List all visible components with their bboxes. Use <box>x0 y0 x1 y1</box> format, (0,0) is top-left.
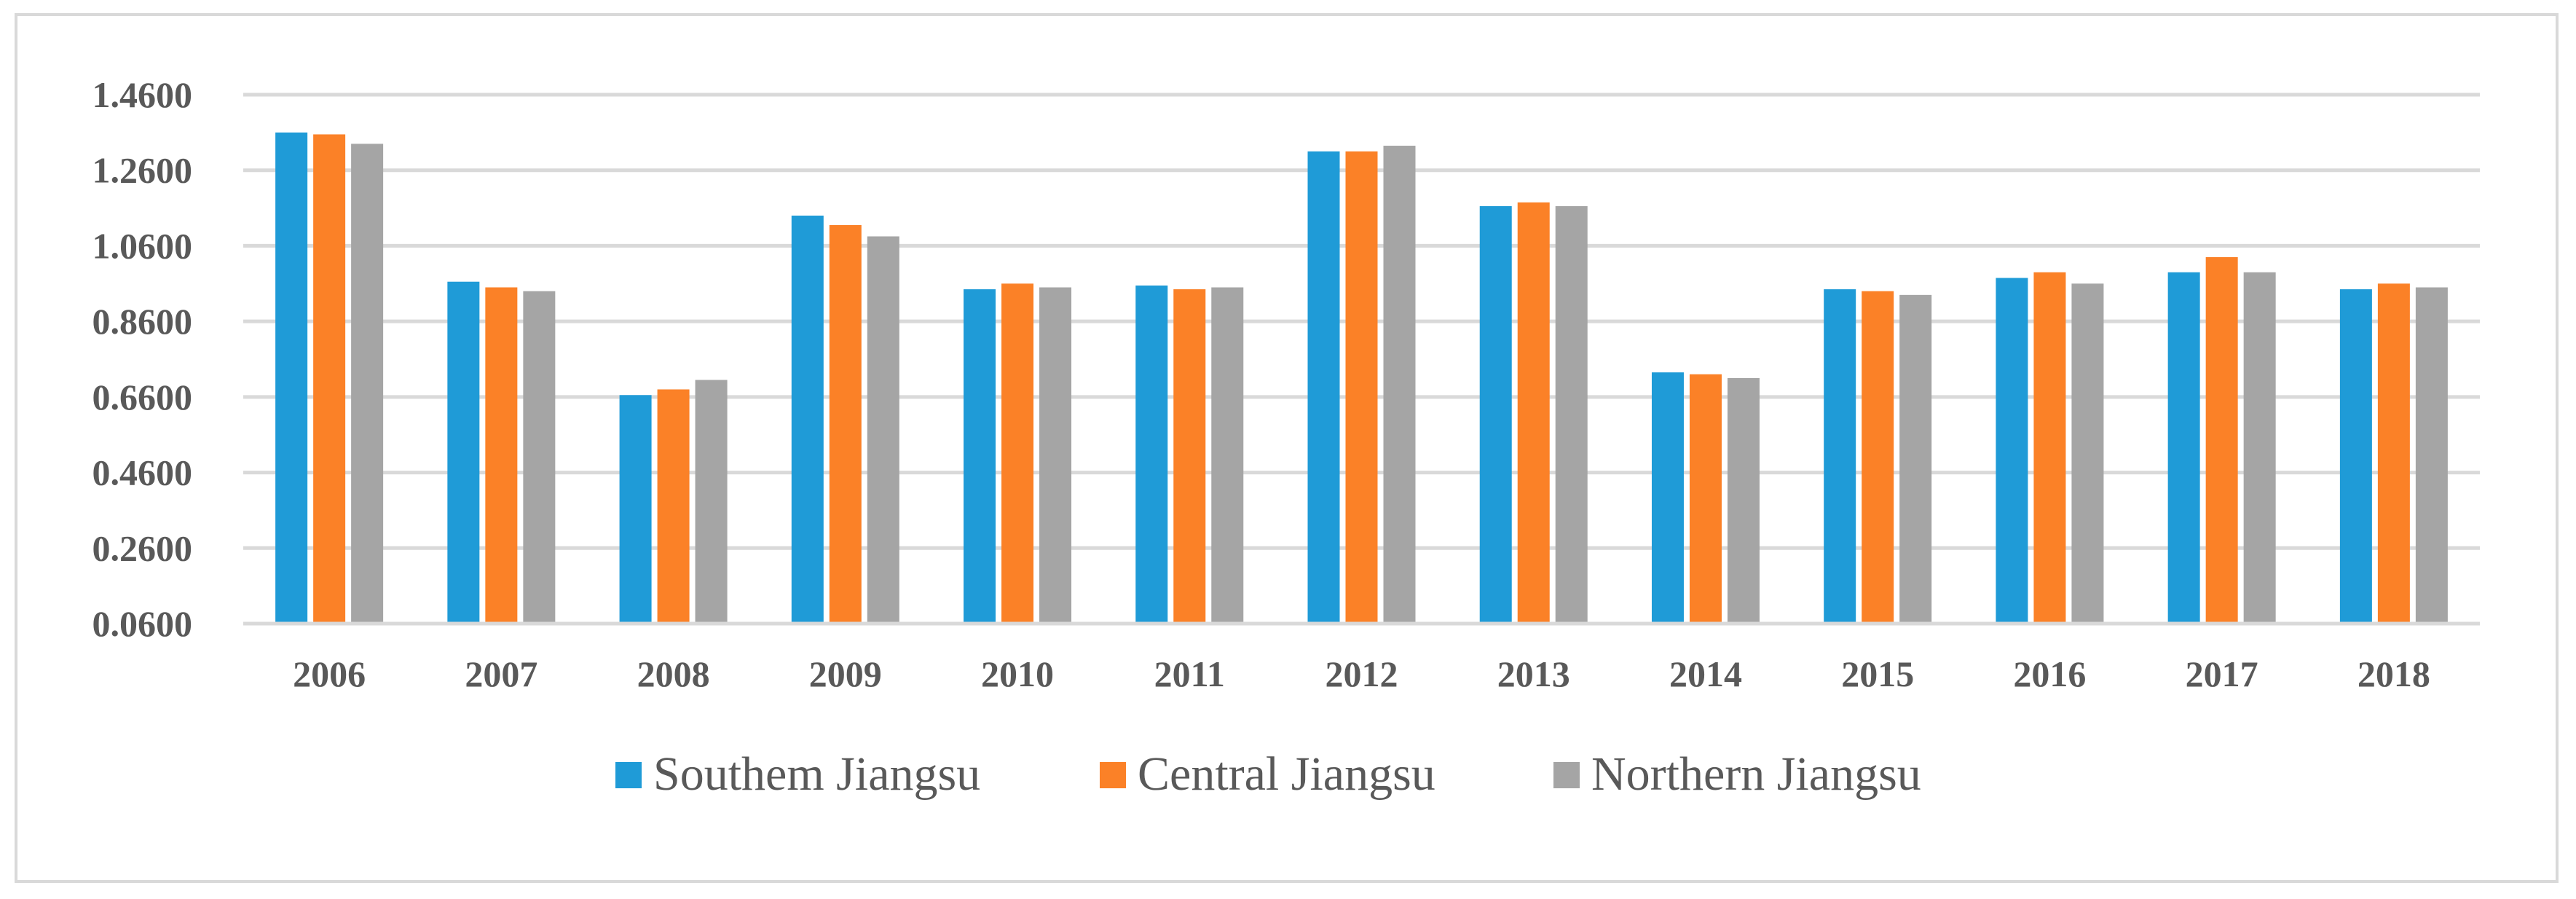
bar-northern-jiangsu-2007 <box>523 291 556 624</box>
bar-southem-jiangsu-2010 <box>964 289 996 624</box>
y-tick-label: 1.0600 <box>92 225 193 266</box>
x-tick-label: 2018 <box>2358 653 2430 694</box>
x-tick-label: 2017 <box>2186 653 2258 694</box>
bar-southem-jiangsu-2014 <box>1651 372 1684 624</box>
x-tick-label: 2010 <box>981 653 1054 694</box>
x-tick-label: 2013 <box>1497 653 1570 694</box>
bar-southem-jiangsu-2007 <box>447 281 480 624</box>
x-tick-label: 2006 <box>293 653 366 694</box>
bar-central-jiangsu-2013 <box>1517 202 1550 624</box>
bar-central-jiangsu-2015 <box>1862 291 1894 624</box>
bar-northern-jiangsu-2012 <box>1383 146 1416 624</box>
axes: 0.0600 0.2600 0.4600 0.6600 0.8600 1.0600 1.26… <box>92 74 2480 694</box>
bar-northern-jiangsu-2016 <box>2071 283 2104 624</box>
bar-southem-jiangsu-2011 <box>1135 285 1168 624</box>
bar-northern-jiangsu-2014 <box>1727 377 1760 624</box>
bar-central-jiangsu-2010 <box>1001 283 1034 624</box>
x-tick-label: 2009 <box>809 653 882 694</box>
bar-central-jiangsu-2017 <box>2205 256 2238 624</box>
y-tick-label: 1.4600 <box>92 74 193 115</box>
bar-southem-jiangsu-2018 <box>2339 289 2372 624</box>
bar-northern-jiangsu-2017 <box>2243 272 2276 624</box>
legend: Southem Jiangsu Central Jiangsu Northern J… <box>615 747 1921 801</box>
bar-southem-jiangsu-2016 <box>1996 278 2028 624</box>
legend-label-central-jiangsu: Central Jiangsu <box>1138 747 1435 801</box>
x-tick-label: 2007 <box>465 653 537 694</box>
bar-central-jiangsu-2008 <box>657 389 690 624</box>
legend-label-southem-jiangsu: Southem Jiangsu <box>653 747 980 801</box>
bar-central-jiangsu-2012 <box>1345 151 1378 624</box>
bar-central-jiangsu-2007 <box>485 287 518 624</box>
legend-swatch-northern-jiangsu <box>1553 762 1580 788</box>
bar-northern-jiangsu-2010 <box>1039 287 1072 624</box>
bar-central-jiangsu-2018 <box>2377 283 2410 624</box>
x-tick-label: 2012 <box>1326 653 1398 694</box>
bars <box>275 132 2448 624</box>
bar-central-jiangsu-2014 <box>1689 374 1722 624</box>
legend-label-northern-jiangsu: Northern Jiangsu <box>1591 747 1921 801</box>
bar-northern-jiangsu-2008 <box>695 380 728 624</box>
bar-southem-jiangsu-2012 <box>1307 151 1340 624</box>
y-tick-label: 0.6600 <box>92 377 193 417</box>
bar-central-jiangsu-2011 <box>1173 289 1206 624</box>
bar-southem-jiangsu-2008 <box>619 395 652 624</box>
bar-southem-jiangsu-2009 <box>791 215 824 624</box>
y-tick-label: 0.8600 <box>92 301 193 342</box>
bar-northern-jiangsu-2015 <box>1899 294 1932 624</box>
bar-southem-jiangsu-2017 <box>2167 272 2200 624</box>
bar-northern-jiangsu-2013 <box>1555 205 1588 624</box>
bar-southem-jiangsu-2013 <box>1479 205 1512 624</box>
y-tick-label: 1.2600 <box>92 150 193 191</box>
x-tick-label: 2008 <box>637 653 710 694</box>
bar-southem-jiangsu-2006 <box>275 132 308 624</box>
bar-central-jiangsu-2016 <box>2033 272 2066 624</box>
bar-northern-jiangsu-2009 <box>867 236 899 624</box>
x-tick-label: 2016 <box>2013 653 2086 694</box>
bar-northern-jiangsu-2006 <box>351 144 384 624</box>
legend-swatch-central-jiangsu <box>1100 762 1126 788</box>
y-tick-label: 0.0600 <box>92 603 193 644</box>
legend-swatch-southem-jiangsu <box>615 762 642 788</box>
bar-central-jiangsu-2009 <box>829 224 862 624</box>
bar-southem-jiangsu-2015 <box>1824 289 1856 624</box>
x-tick-label: 2014 <box>1669 653 1742 694</box>
x-tick-label: 2011 <box>1154 653 1225 694</box>
chart-frame <box>15 13 2559 883</box>
bar-northern-jiangsu-2011 <box>1211 287 1244 624</box>
y-tick-label: 0.2600 <box>92 527 193 568</box>
x-tick-label: 2015 <box>1841 653 1914 694</box>
bar-central-jiangsu-2006 <box>313 134 346 624</box>
y-tick-label: 0.4600 <box>92 452 193 493</box>
bar-northern-jiangsu-2018 <box>2415 287 2448 624</box>
